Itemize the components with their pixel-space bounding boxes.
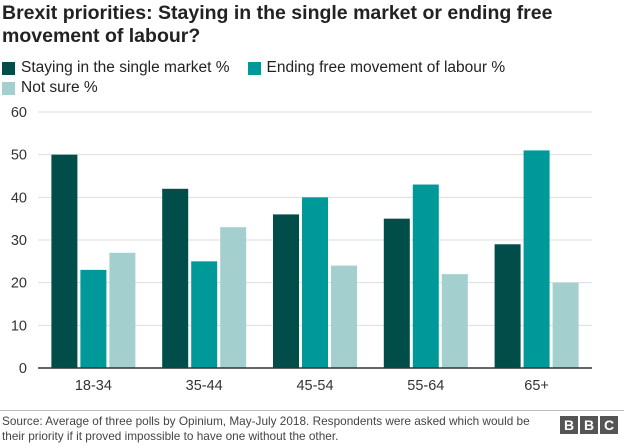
bar	[494, 244, 521, 368]
y-tick-label: 50	[11, 148, 27, 164]
y-tick-label: 20	[11, 276, 27, 292]
legend-row-2: Not sure %	[2, 78, 612, 98]
bbc-logo-letter: B	[580, 416, 598, 434]
bar	[383, 218, 410, 368]
x-tick-label: 55-64	[407, 378, 444, 394]
bar	[51, 154, 78, 368]
bar-chart: 0 10 20 30 40 50 60 18-34 35-44 45-54 55-64 65+	[11, 105, 592, 394]
bbc-logo-letter: C	[600, 416, 618, 434]
chart-title: Brexit priorities: Staying in the single…	[2, 2, 553, 47]
y-tick-label: 60	[11, 105, 27, 121]
y-tick-label: 40	[11, 190, 27, 206]
legend-label-ending: Ending free movement of labour %	[266, 59, 506, 76]
bar	[220, 227, 247, 368]
bbc-logo: B B C	[560, 416, 618, 434]
legend-label-not-sure: Not sure %	[21, 79, 98, 96]
x-tick-label: 35-44	[186, 378, 223, 394]
bar	[162, 188, 189, 368]
bar	[331, 265, 357, 368]
bar	[523, 150, 550, 368]
bar	[109, 252, 136, 368]
y-tick-label: 0	[19, 361, 27, 377]
bbc-logo-letter: B	[560, 416, 578, 434]
bar	[412, 184, 439, 368]
legend-label-staying: Staying in the single market %	[21, 59, 230, 76]
x-tick-label: 45-54	[296, 378, 333, 394]
bar	[552, 282, 579, 368]
legend-swatch-ending	[247, 61, 261, 75]
legend-item-staying: Staying in the single market %	[2, 59, 230, 77]
legend-swatch-not-sure	[2, 81, 15, 95]
x-tick-label: 18-34	[75, 378, 112, 394]
bar	[273, 214, 299, 368]
y-tick-label: 30	[11, 233, 27, 249]
source-note: Source: Average of three polls by Opiniu…	[2, 414, 530, 443]
legend-row-1: Staying in the single market % Ending fr…	[2, 58, 612, 78]
y-tick-label: 10	[11, 318, 27, 334]
chart-legend: Staying in the single market % Ending fr…	[2, 58, 612, 98]
x-tick-label: 65+	[524, 378, 549, 394]
bar	[80, 269, 107, 368]
legend-item-ending: Ending free movement of labour %	[247, 59, 506, 77]
footer-divider	[0, 410, 624, 411]
bar	[441, 274, 468, 368]
legend-item-not-sure: Not sure %	[2, 79, 98, 97]
bar	[302, 197, 328, 368]
legend-swatch-staying	[2, 61, 15, 75]
bar	[191, 261, 218, 368]
